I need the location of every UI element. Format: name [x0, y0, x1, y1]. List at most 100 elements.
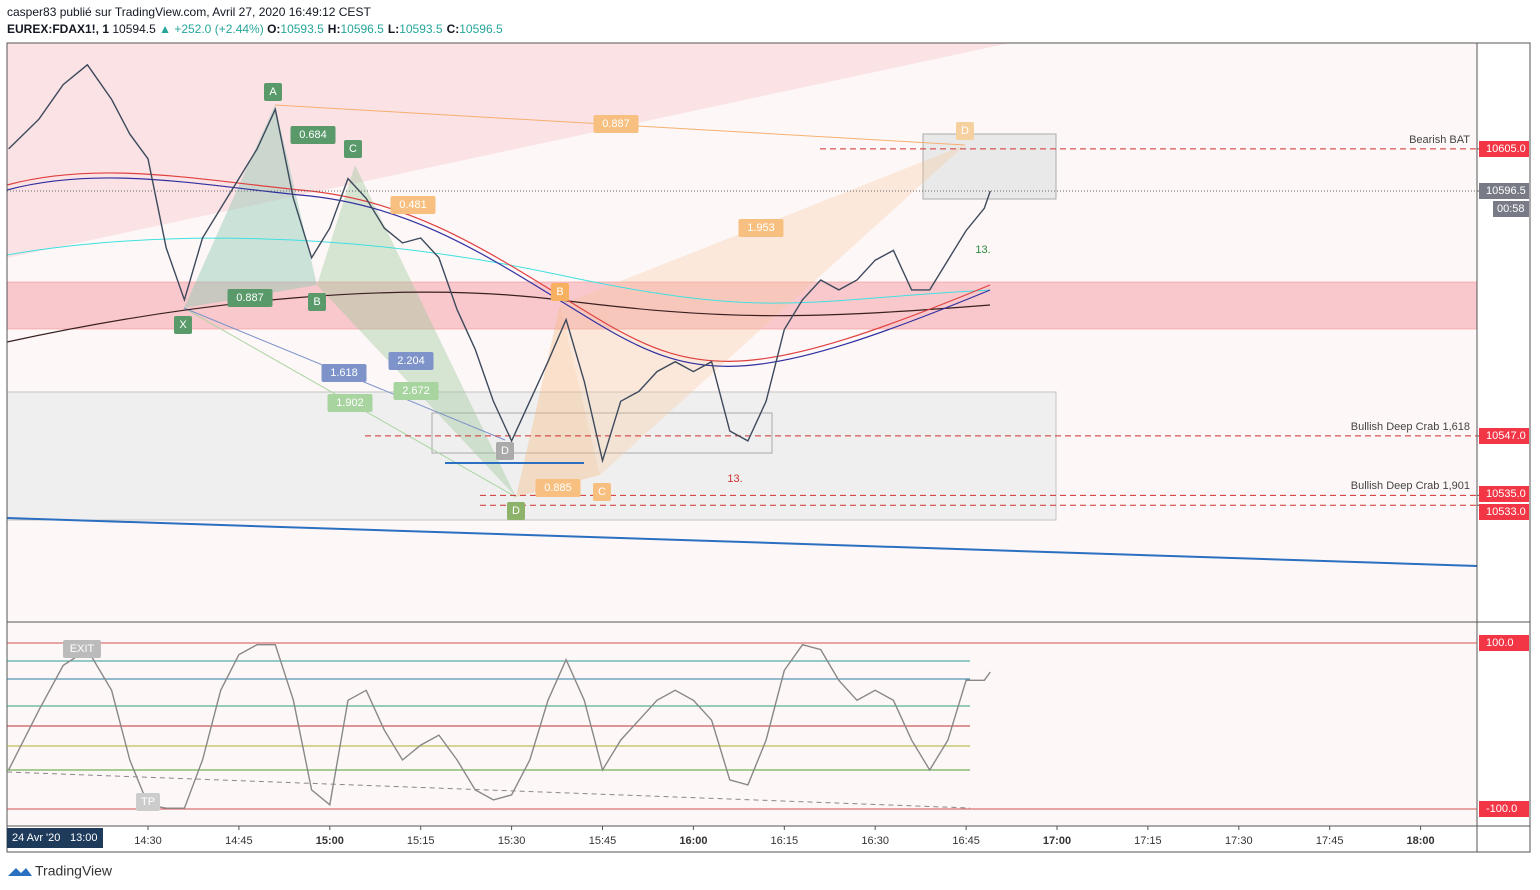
logo [8, 868, 32, 876]
last-price: 10594.5 [112, 22, 156, 36]
y-tick-label: 10596.5 [1486, 185, 1526, 197]
annotation: D [961, 125, 969, 137]
ohlc-key: C: [446, 22, 460, 36]
osc-trend [6, 771, 971, 809]
annotation: C [349, 143, 357, 155]
annotation: 2.672 [402, 385, 430, 397]
annotation-box [388, 352, 434, 370]
x-tick-label: 15:30 [498, 835, 526, 847]
annotation: 1.953 [747, 222, 775, 234]
annotation: B [313, 296, 320, 308]
x-tick-label: 17:15 [1134, 835, 1162, 847]
annotation-box [496, 442, 514, 460]
y-tick-box [1479, 141, 1529, 157]
ohlc-key: O: [267, 22, 281, 36]
annotation-box [174, 316, 192, 334]
annotation-box [308, 293, 326, 311]
annotation-box [738, 219, 784, 237]
x-tick-label: 17:00 [1043, 835, 1071, 847]
annotation: B [556, 286, 563, 298]
start-label: 13:00 [70, 832, 98, 844]
annotation-box [551, 283, 569, 301]
ohlc: O:10593.5 H:10596.5 L:10593.5 C:10596.5 [267, 22, 507, 36]
annotation-box [507, 502, 525, 520]
x-tick-label: 16:30 [861, 835, 889, 847]
x-tick-label: 18:00 [1407, 835, 1435, 847]
ohlc-value: 10596.5 [459, 22, 503, 36]
date-label: 24 Avr '20 [12, 832, 60, 844]
x-tick-label: 15:00 [316, 835, 344, 847]
x-tick-label: 15:15 [407, 835, 435, 847]
annotation-box [535, 479, 581, 497]
y-tick-label: 10535.0 [1486, 488, 1526, 500]
annotation-box [327, 394, 373, 412]
y-tick-label: 10533.0 [1486, 506, 1526, 518]
x-tick-label: 14:45 [225, 835, 253, 847]
annotation: 13. [727, 473, 742, 485]
annotation-box [63, 640, 101, 658]
frame [6, 42, 1531, 853]
moving-average [6, 291, 991, 343]
bat-zone [922, 133, 1057, 200]
annotation-box [136, 793, 160, 811]
annotation: 13. [975, 244, 990, 256]
level-label: Bearish BAT [1409, 134, 1470, 146]
ohlc-value: 10596.5 [340, 22, 384, 36]
pattern-bcd [317, 165, 516, 497]
moving-average [6, 237, 991, 304]
y-tick-box [1479, 486, 1529, 502]
moving-average [6, 177, 991, 367]
x-tick-label: 16:15 [771, 835, 799, 847]
ohlc-key: H: [327, 22, 341, 36]
annotation: 0.887 [236, 292, 264, 304]
target-zone-inner [431, 412, 773, 454]
annotation: C [598, 486, 606, 498]
ohlc-key: L: [387, 22, 400, 36]
date-box [7, 828, 103, 848]
publisher: casper83 publié sur TradingView.com, Avr… [7, 5, 371, 19]
annotation: 0.684 [299, 129, 327, 141]
pattern-xab [184, 105, 317, 308]
annotation-box [227, 289, 273, 307]
level-label: Bullish Deep Crab 1,618 [1351, 421, 1470, 433]
x-tick-label: 16:00 [679, 835, 707, 847]
annotation: X [179, 319, 187, 331]
x-tick-label: 16:45 [952, 835, 980, 847]
level-label: Bullish Deep Crab 1,901 [1351, 480, 1470, 492]
annotation-box [593, 115, 639, 133]
annotation: EXIT [70, 643, 95, 655]
countdown-box [1493, 201, 1529, 217]
x-tick-label: 15:45 [589, 835, 617, 847]
y-tick-box [1479, 183, 1529, 199]
annotation-box [593, 483, 611, 501]
annotation-box [393, 382, 439, 400]
annotation: 2.204 [397, 355, 425, 367]
x-tick-label: 17:45 [1316, 835, 1344, 847]
price-line [8, 63, 991, 464]
annotation: D [501, 445, 509, 457]
annotation: 0.887 [602, 118, 630, 130]
annotation: A [269, 86, 277, 98]
symbol-bar: EUREX:FDAX1!, 1 10594.5 ▲ +252.0 (+2.44%… [7, 22, 507, 36]
symbol: EUREX:FDAX1!, 1 [7, 22, 110, 36]
x-tick-label: 14:30 [134, 835, 162, 847]
y-tick-label: -100.0 [1486, 803, 1517, 815]
annotation-box [390, 196, 436, 214]
annotation: D [512, 505, 520, 517]
y-tick-box [1479, 634, 1529, 651]
annotation-box [956, 122, 974, 140]
ohlc-value: 10593.5 [399, 22, 443, 36]
y-tick-box [1479, 428, 1529, 444]
annotation: 1.902 [336, 397, 364, 409]
annotation-box [321, 364, 367, 382]
annotation-box [264, 83, 282, 101]
x-tick-label: 17:30 [1225, 835, 1253, 847]
y-tick-box [1479, 800, 1529, 817]
annotation: TP [141, 796, 155, 808]
trend-line [6, 517, 1478, 567]
countdown: 00:58 [1497, 203, 1525, 215]
moving-average [6, 172, 991, 362]
change: ▲ +252.0 (+2.44%) [159, 22, 264, 36]
annotation: 1.618 [330, 367, 358, 379]
